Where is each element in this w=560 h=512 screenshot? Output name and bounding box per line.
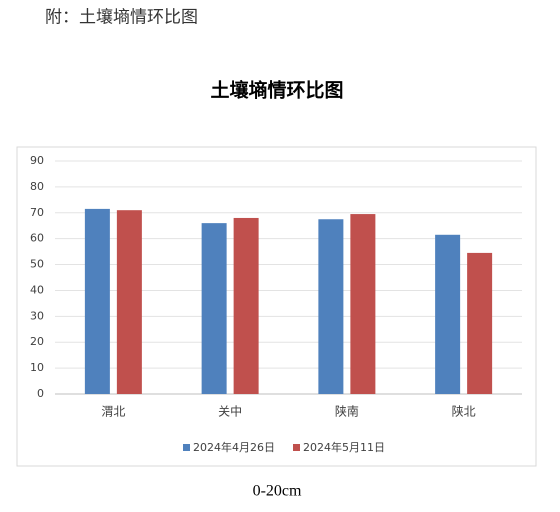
bar bbox=[116, 210, 142, 394]
y-tick-label: 40 bbox=[30, 283, 44, 296]
bar bbox=[233, 217, 259, 394]
x-tick-label: 陕北 bbox=[452, 404, 476, 419]
y-tick-label: 70 bbox=[30, 206, 44, 219]
caption: 0-20cm bbox=[253, 483, 302, 500]
y-tick-label: 50 bbox=[30, 258, 44, 271]
legend-label: 2024年5月11日 bbox=[303, 440, 385, 454]
bar bbox=[435, 234, 461, 394]
y-tick-label: 20 bbox=[30, 335, 44, 348]
legend-swatch bbox=[293, 444, 300, 451]
y-tick-label: 30 bbox=[30, 309, 44, 322]
y-tick-label: 0 bbox=[37, 387, 44, 400]
bar bbox=[318, 219, 344, 394]
y-tick-label: 10 bbox=[30, 361, 44, 374]
chart-title: 土壤墒情环比图 bbox=[210, 79, 343, 102]
x-tick-label: 关中 bbox=[218, 404, 242, 419]
bar bbox=[350, 214, 376, 394]
legend-label: 2024年4月26日 bbox=[193, 440, 275, 454]
header-title: 附：土壤墒情环比图 bbox=[45, 7, 198, 28]
bar bbox=[467, 252, 493, 394]
x-tick-label: 陕南 bbox=[335, 404, 359, 419]
y-tick-label: 60 bbox=[30, 232, 44, 245]
bar bbox=[201, 223, 227, 394]
x-tick-label: 渭北 bbox=[101, 405, 125, 419]
bar bbox=[84, 208, 110, 394]
y-tick-label: 80 bbox=[30, 180, 44, 193]
legend-swatch bbox=[183, 444, 190, 451]
y-tick-label: 90 bbox=[30, 154, 44, 167]
chart-frame bbox=[16, 146, 537, 467]
